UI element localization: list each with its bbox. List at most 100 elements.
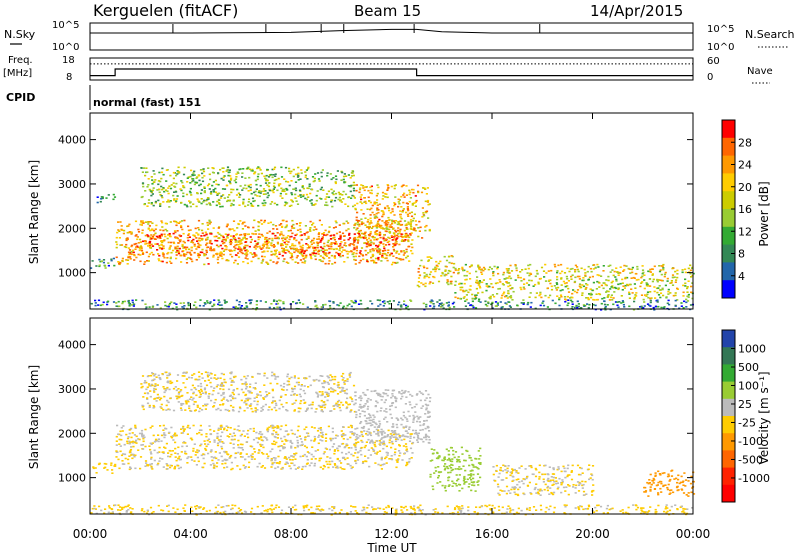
heatmap-cell — [204, 231, 207, 234]
heatmap-cell — [263, 250, 266, 252]
heatmap-cell — [368, 465, 371, 468]
heatmap-cell — [130, 454, 133, 456]
heatmap-cell — [160, 434, 164, 437]
heatmap-cell — [386, 452, 389, 454]
heatmap-cell — [412, 191, 415, 194]
heatmap-cell — [397, 235, 400, 238]
heatmap-cell — [567, 287, 570, 290]
heatmap-cell — [153, 181, 156, 183]
heatmap-cell — [247, 204, 250, 206]
heatmap-cell — [320, 249, 323, 252]
heatmap-cell — [592, 298, 595, 301]
heatmap-cell — [684, 268, 687, 271]
heatmap-cell — [160, 171, 164, 174]
heatmap-cell — [290, 192, 293, 194]
heatmap-cell — [91, 260, 94, 262]
heatmap-cell — [674, 294, 677, 297]
heatmap-cell — [477, 281, 480, 283]
heatmap-cell — [201, 377, 204, 379]
heatmap-cell — [298, 224, 301, 227]
heatmap-cell — [186, 392, 189, 394]
heatmap-cell — [415, 199, 418, 202]
heatmap-cell — [393, 233, 396, 235]
heatmap-cell — [344, 446, 347, 448]
heatmap-cell — [132, 305, 135, 307]
heatmap-cell — [320, 399, 323, 402]
heatmap-cell — [367, 449, 370, 451]
heatmap-cell — [457, 271, 460, 274]
power-colorbar-tick-label: 16 — [738, 203, 752, 216]
heatmap-cell — [291, 256, 294, 258]
heatmap-cell — [353, 241, 356, 244]
heatmap-cell — [321, 260, 324, 263]
heatmap-cell — [375, 215, 378, 218]
heatmap-cell — [506, 297, 509, 299]
heatmap-cell — [182, 254, 186, 256]
heatmap-cell — [297, 466, 301, 468]
heatmap-cell — [174, 465, 177, 468]
heatmap-cell — [163, 446, 166, 449]
heatmap-cell — [302, 258, 305, 260]
heatmap-cell — [134, 220, 138, 223]
heatmap-cell — [308, 185, 311, 187]
heatmap-cell — [317, 427, 320, 430]
heatmap-cell — [334, 182, 337, 185]
heatmap-cell — [170, 464, 173, 467]
heatmap-cell — [281, 219, 284, 222]
heatmap-cell — [396, 460, 399, 463]
heatmap-cell — [299, 234, 302, 237]
heatmap-cell — [323, 406, 326, 409]
heatmap-cell — [567, 299, 570, 301]
heatmap-cell — [557, 286, 560, 289]
heatmap-cell — [292, 247, 295, 250]
heatmap-cell — [388, 439, 391, 441]
heatmap-cell — [128, 442, 131, 445]
heatmap-cell — [140, 383, 143, 385]
heatmap-cell — [148, 225, 151, 227]
heatmap-cell — [639, 285, 642, 288]
heatmap-cell — [217, 439, 220, 441]
heatmap-cell — [244, 458, 247, 461]
heatmap-cell — [343, 261, 346, 263]
heatmap-cell — [151, 373, 155, 375]
heatmap-cell — [216, 435, 219, 438]
heatmap-cell — [528, 296, 531, 298]
heatmap-cell — [600, 284, 603, 287]
heatmap-cell — [591, 289, 594, 292]
heatmap-cell — [212, 167, 215, 170]
heatmap-cell — [327, 383, 330, 385]
heatmap-cell — [299, 402, 302, 405]
heatmap-cell — [130, 427, 133, 430]
heatmap-cell — [218, 441, 221, 443]
heatmap-cell — [153, 391, 156, 393]
heatmap-cell — [121, 460, 124, 462]
heatmap-cell — [309, 200, 312, 202]
heatmap-cell — [324, 229, 327, 232]
heatmap-cell — [139, 254, 142, 256]
heatmap-cell — [269, 382, 272, 385]
heatmap-cell — [173, 199, 176, 201]
heatmap-cell — [353, 227, 356, 229]
heatmap-cell — [247, 166, 250, 169]
heatmap-cell — [628, 268, 631, 270]
heatmap-cell — [183, 166, 186, 169]
heatmap-cell — [120, 426, 123, 429]
heatmap-cell — [151, 235, 155, 238]
heatmap-cell — [290, 394, 293, 396]
heatmap-cell — [395, 423, 398, 426]
heatmap-cell — [315, 199, 318, 202]
heatmap-cell — [651, 274, 654, 276]
heatmap-cell — [127, 458, 130, 461]
heatmap-cell — [288, 167, 291, 170]
heatmap-cell — [197, 234, 200, 236]
heatmap-cell — [149, 236, 152, 239]
heatmap-cell — [260, 433, 263, 436]
heatmap-cell — [168, 408, 171, 411]
heatmap-cell — [270, 254, 273, 256]
heatmap-cell — [406, 228, 409, 230]
heatmap-cell — [354, 459, 357, 462]
heatmap-cell — [352, 302, 356, 304]
heatmap-cell — [107, 300, 110, 303]
heatmap-cell — [556, 278, 559, 281]
heatmap-cell — [143, 382, 146, 384]
